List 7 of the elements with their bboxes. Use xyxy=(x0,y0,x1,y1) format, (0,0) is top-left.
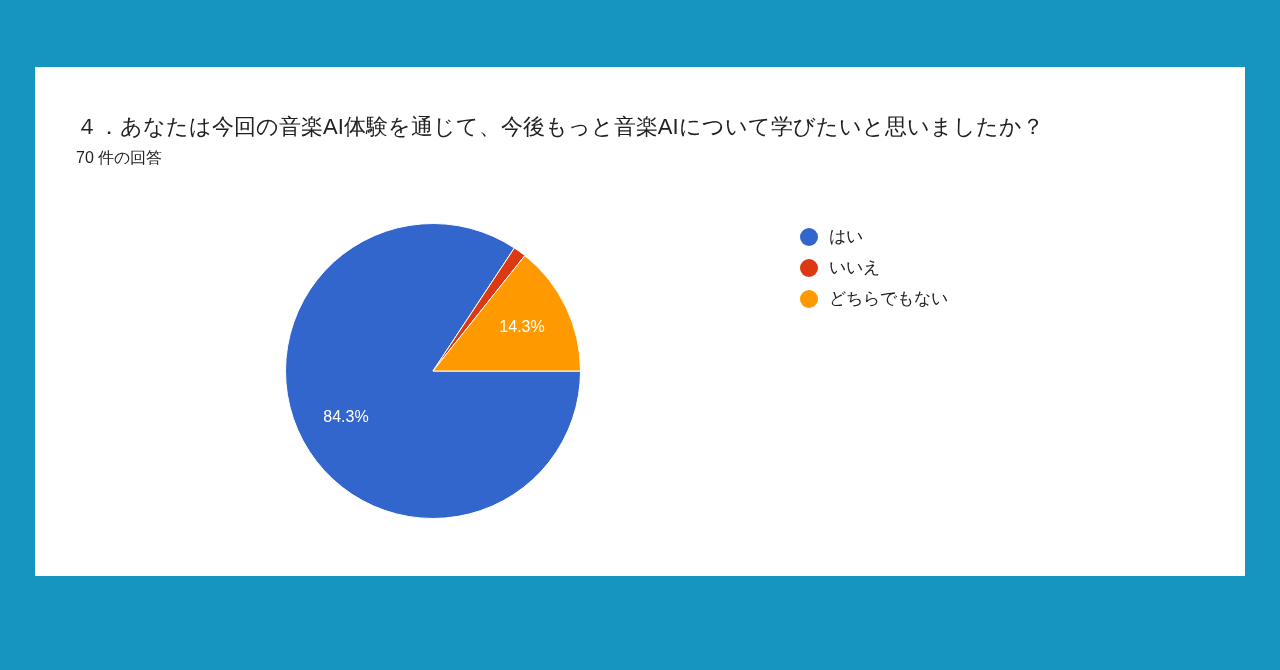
legend-label: どちらでもない xyxy=(829,288,948,310)
data-label: 14.3% xyxy=(499,318,545,336)
chart-title: ４．あなたは今回の音楽AI体験を通じて、今後もっと音楽AIについて学びたいと思いましたか？ xyxy=(76,113,1044,141)
text: 70 件の回答 xyxy=(76,148,163,168)
legend-label: はい xyxy=(829,226,863,248)
data-label: 84.3% xyxy=(323,408,369,426)
legend-label: いいえ xyxy=(829,257,880,279)
